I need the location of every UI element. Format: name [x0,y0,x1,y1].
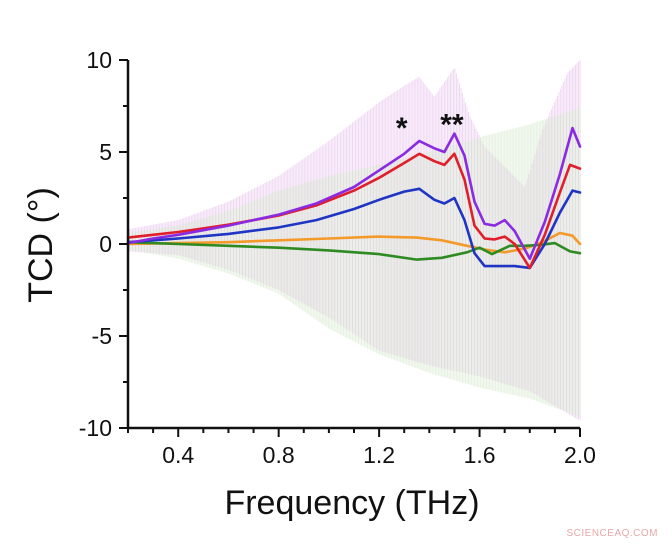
axes [119,59,581,437]
y-tick-label: 10 [86,47,112,73]
series-line-1 [126,231,582,254]
x-axis-title: Frequency (THz) [224,484,479,522]
watermark: SCIENCEAQ.COM [566,528,658,539]
error-bands [127,60,581,421]
series-line-5 [126,126,582,260]
series-lines [126,126,582,270]
y-axis-title: TCD (°) [22,187,60,303]
y-tick-label: 5 [99,139,112,165]
x-tick-label: 0.8 [263,442,295,468]
significance-marker: * [396,112,408,145]
x-tick-label: 1.6 [464,442,496,468]
significance-annotations: * ** [396,109,464,146]
error-band-2 [127,107,581,417]
x-tick-label: 0.4 [162,442,194,468]
tick-labels: 10 5 0 -5 -10 0.4 0.8 1.2 1.6 2.0 [79,47,596,468]
y-tick-label: -5 [92,323,112,349]
x-tick-label: 1.2 [363,442,395,468]
significance-marker: ** [440,109,464,142]
x-tick-label: 2.0 [564,442,596,468]
y-tick-label: 0 [99,231,112,257]
y-tick-label: -10 [79,415,112,441]
